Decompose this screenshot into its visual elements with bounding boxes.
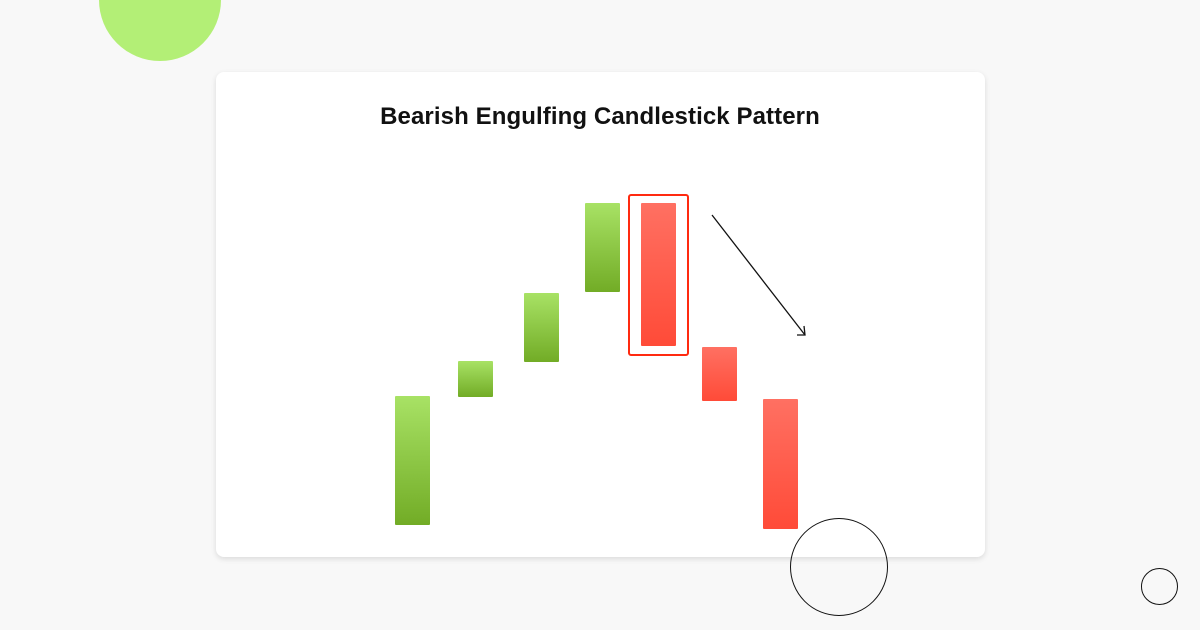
candle-bearish-7 [763,399,798,529]
chart-title: Bearish Engulfing Candlestick Pattern [380,103,820,130]
pattern-card [216,72,985,557]
candle-bearish-6 [702,347,737,401]
decorative-ring-small [1141,568,1178,605]
downtrend-arrow-line [711,214,806,336]
arrow-head-icon [797,325,806,336]
candle-bullish-3 [524,293,559,362]
candle-bullish-1 [395,396,430,525]
engulfing-highlight-box [628,194,689,356]
decorative-ring-large [790,518,888,616]
candle-bearish-5 [641,203,676,346]
candle-bullish-4 [585,203,620,292]
candle-bullish-2 [458,361,493,397]
